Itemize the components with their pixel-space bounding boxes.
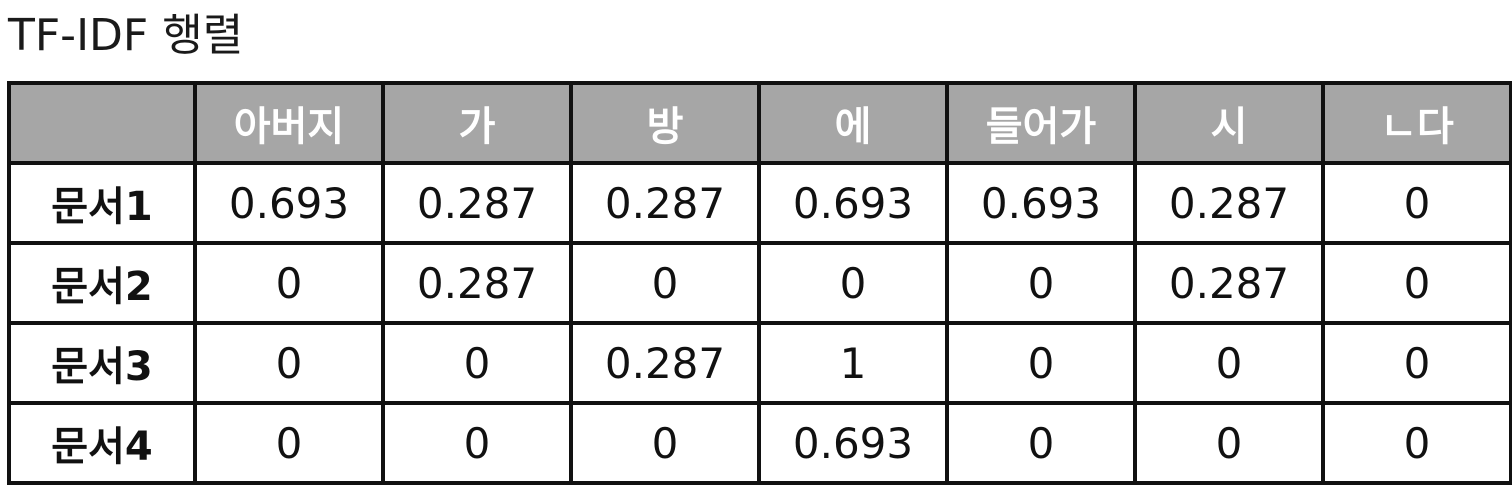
table-cell: 0.287: [569, 161, 761, 245]
table-cell: 0: [1133, 321, 1325, 405]
table-cell: 0.287: [1133, 161, 1325, 245]
table-cell: 0: [193, 401, 385, 485]
table-cell: 0: [1321, 401, 1512, 485]
column-header: 방: [569, 81, 761, 165]
table-cell: 0: [193, 321, 385, 405]
column-header: ㄴ다: [1321, 81, 1512, 165]
table-cell: 0.287: [569, 321, 761, 405]
column-header: 에: [757, 81, 949, 165]
row-header: 문서1: [7, 161, 197, 245]
column-header: 시: [1133, 81, 1325, 165]
table-cell: 0.287: [381, 241, 573, 325]
table-cell: 0.693: [757, 401, 949, 485]
table-cell: 0.693: [757, 161, 949, 245]
row-header: 문서2: [7, 241, 197, 325]
table-cell: 0: [193, 241, 385, 325]
table-row: 문서4 0 0 0 0.693 0 0 0: [7, 401, 1512, 485]
table-cell: 0: [1321, 241, 1512, 325]
table-cell: 0: [1321, 321, 1512, 405]
table-cell: 0: [945, 241, 1137, 325]
table-cell: 0: [1321, 161, 1512, 245]
table-cell: 0: [569, 401, 761, 485]
table-cell: 0: [945, 321, 1137, 405]
table-cell: 0: [1133, 401, 1325, 485]
table-cell: 0: [945, 401, 1137, 485]
table-cell: 0.693: [945, 161, 1137, 245]
table-cell: 1: [757, 321, 949, 405]
table-row: 문서3 0 0 0.287 1 0 0 0: [7, 321, 1512, 405]
row-header: 문서4: [7, 401, 197, 485]
table-cell: 0: [381, 321, 573, 405]
table-row: 문서2 0 0.287 0 0 0 0.287 0: [7, 241, 1512, 325]
table-cell: 0.287: [381, 161, 573, 245]
page-title: TF-IDF 행렬: [8, 10, 244, 61]
tfidf-matrix-table: 아버지 가 방 에 들어가 시 ㄴ다 문서1 0.693 0.287 0.287…: [7, 81, 1512, 485]
column-header: 가: [381, 81, 573, 165]
table-cell: 0.287: [1133, 241, 1325, 325]
table-cell: 0.693: [193, 161, 385, 245]
table-cell: 0: [757, 241, 949, 325]
table-cell: 0: [381, 401, 573, 485]
column-header: 들어가: [945, 81, 1137, 165]
table-cell: 0: [569, 241, 761, 325]
corner-cell: [7, 81, 197, 165]
row-header: 문서3: [7, 321, 197, 405]
table-row: 문서1 0.693 0.287 0.287 0.693 0.693 0.287 …: [7, 161, 1512, 245]
header-row: 아버지 가 방 에 들어가 시 ㄴ다: [7, 81, 1512, 165]
column-header: 아버지: [193, 81, 385, 165]
